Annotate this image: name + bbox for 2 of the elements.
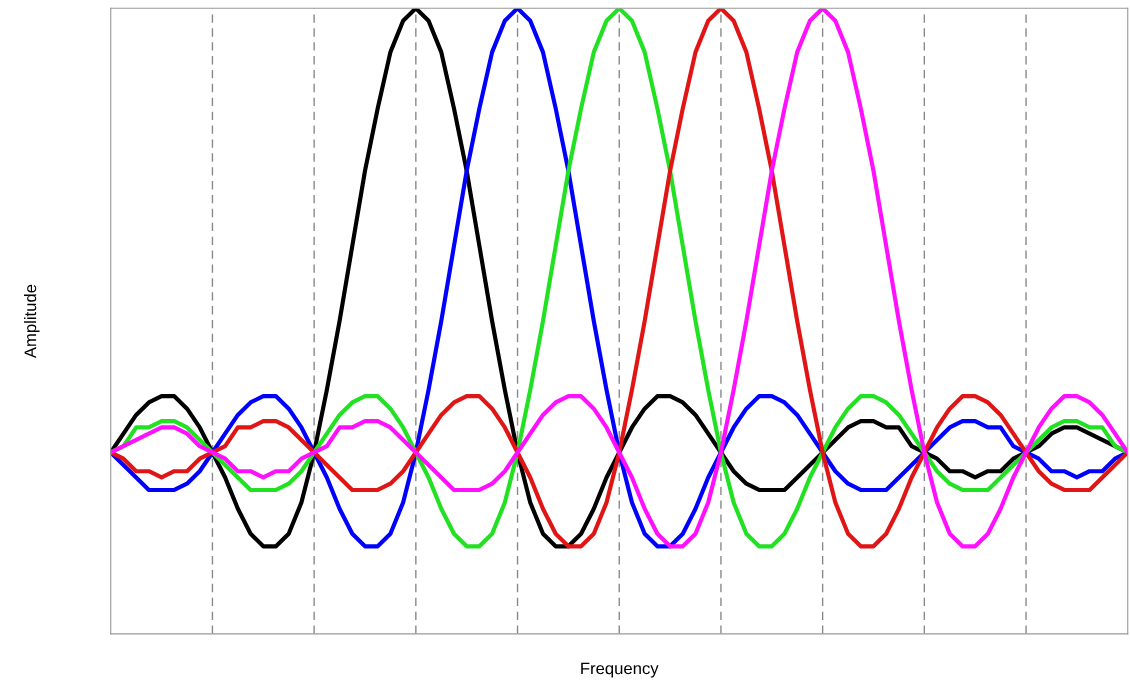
x-axis-title: Frequency	[581, 662, 659, 678]
y-axis-title: Amplitude	[24, 284, 40, 359]
